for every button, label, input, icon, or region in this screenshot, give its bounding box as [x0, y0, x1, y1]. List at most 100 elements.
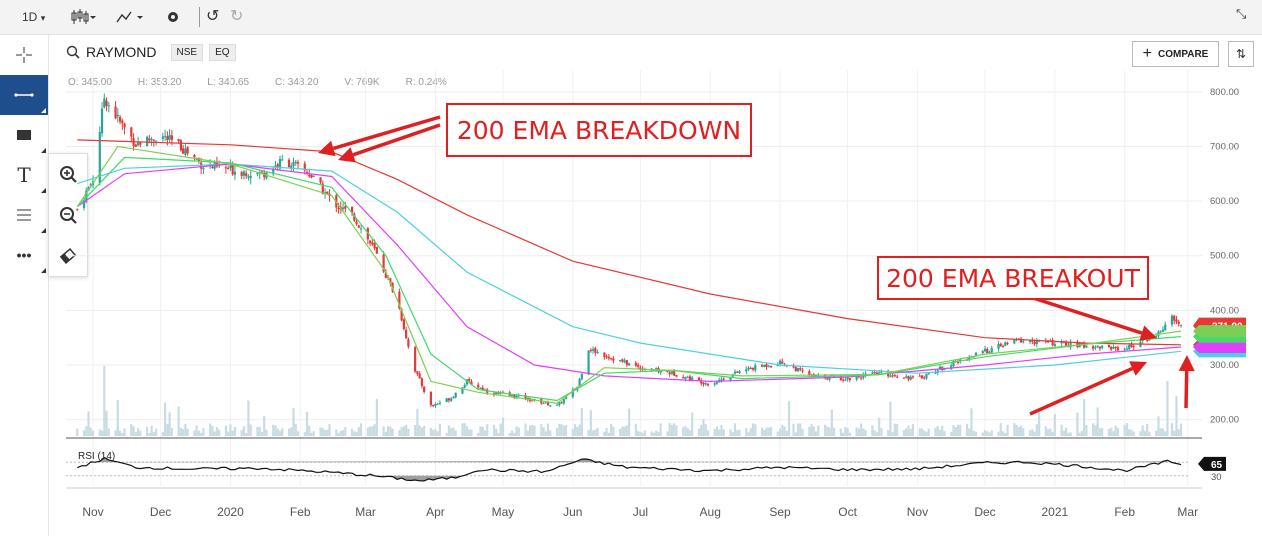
candle-body: [891, 375, 894, 377]
volume-bar: [438, 423, 442, 436]
candle-body: [294, 161, 297, 164]
indicators-icon-svg: [116, 11, 143, 23]
volume-bar: [839, 428, 842, 436]
rsi-value-marker: [1198, 456, 1226, 471]
volume-bar: [1044, 426, 1047, 436]
candle-body: [1098, 346, 1101, 349]
volume-bar: [828, 427, 831, 436]
volume-bar: [591, 430, 595, 436]
sort-icon[interactable]: ⇅: [1228, 41, 1254, 67]
search-icon[interactable]: [66, 45, 80, 59]
volume-bar: [747, 431, 750, 436]
volume-bar: [808, 426, 811, 436]
volume-bar: [785, 430, 788, 436]
candle-body: [1076, 341, 1079, 347]
candle-body: [82, 200, 86, 209]
candles-icon[interactable]: [70, 0, 96, 34]
volume-bar: [389, 426, 392, 436]
rectangle-icon[interactable]: [0, 115, 48, 155]
candle-body: [461, 387, 464, 394]
volume-bar: [341, 430, 345, 436]
volume-bar: [846, 428, 849, 436]
volume-bar: [82, 430, 86, 436]
candle-body: [562, 399, 565, 404]
candle-body: [794, 367, 797, 372]
more-icon[interactable]: •••: [0, 235, 48, 275]
expand-icon[interactable]: ⤡: [1236, 6, 1247, 21]
volume-bar: [134, 432, 137, 436]
volume-bar: [983, 430, 987, 436]
candle-body: [733, 371, 737, 374]
candle-body: [544, 401, 547, 403]
volume-bar: [91, 430, 95, 436]
crosshair-icon[interactable]: [0, 35, 48, 75]
volume-bar: [763, 429, 766, 436]
candle-body: [972, 356, 975, 358]
compare-button[interactable]: + COMPARE: [1132, 41, 1219, 67]
volume-bar: [287, 428, 291, 436]
x-tick-label: May: [492, 505, 515, 519]
candle-body: [842, 379, 845, 381]
candle-body: [116, 114, 119, 117]
volume-bar: [767, 427, 770, 436]
volume-bar: [303, 432, 306, 436]
x-tick-label: Dec: [150, 505, 171, 519]
candle-body: [546, 402, 550, 406]
candle-body: [729, 377, 732, 380]
candle-body: [1096, 345, 1099, 348]
volume-bar: [1015, 425, 1018, 436]
volume-bar: [1098, 428, 1101, 436]
candle-body: [326, 191, 329, 195]
zoom-out-icon[interactable]: [49, 195, 87, 235]
drawing-toolbar: T •••: [0, 35, 49, 536]
volume-bar: [754, 424, 757, 436]
volume-bar: [796, 423, 800, 436]
indicators-icon[interactable]: [115, 0, 147, 34]
volume-bar: [1013, 423, 1016, 436]
eraser-icon[interactable]: [49, 236, 87, 276]
volume-bar: [76, 428, 79, 436]
text-icon[interactable]: T: [0, 155, 48, 195]
volume-bar: [878, 417, 881, 436]
volume-bar: [296, 431, 300, 436]
volume-bar: [1083, 399, 1086, 436]
volume-bar: [952, 424, 955, 436]
symbol-name[interactable]: RAYMOND: [86, 44, 157, 60]
candle-body: [594, 348, 597, 353]
candle-body: [308, 174, 311, 177]
x-tick-label: Aug: [700, 505, 721, 519]
candle-body: [510, 394, 514, 396]
candle-body: [1006, 342, 1009, 344]
volume-bar: [997, 431, 1000, 436]
interval-selector[interactable]: 1D ▾: [22, 0, 45, 34]
candle-body: [697, 377, 701, 381]
candle-body: [628, 363, 631, 366]
candle-body: [281, 159, 284, 161]
volume-bar: [359, 423, 363, 436]
volume-bar: [864, 430, 867, 436]
volume-bar: [1146, 423, 1149, 436]
redo-icon[interactable]: ↻: [230, 8, 244, 25]
volume-spike: [116, 400, 119, 436]
volume-bar: [242, 426, 246, 436]
x-tick-label: 2020: [217, 505, 244, 519]
volume-bar: [256, 426, 259, 436]
horizontal-line-icon[interactable]: [0, 75, 48, 115]
gear-icon[interactable]: [165, 0, 181, 34]
volume-bar: [152, 432, 155, 436]
volume-bar: [544, 431, 547, 436]
candle-body: [436, 403, 439, 405]
volume-bar: [612, 426, 615, 436]
submenu-corner: [41, 228, 46, 233]
volume-bar: [510, 430, 514, 436]
undo-icon[interactable]: ↺: [206, 8, 220, 25]
submenu-corner: [41, 188, 46, 193]
zoom-in-icon[interactable]: [49, 154, 87, 194]
candle-body: [249, 175, 252, 179]
arrow-shaft: [332, 115, 441, 151]
lines-icon[interactable]: [0, 195, 48, 235]
candle-body: [706, 383, 710, 386]
candle-body: [1125, 348, 1129, 350]
volume-bar: [1092, 423, 1095, 436]
